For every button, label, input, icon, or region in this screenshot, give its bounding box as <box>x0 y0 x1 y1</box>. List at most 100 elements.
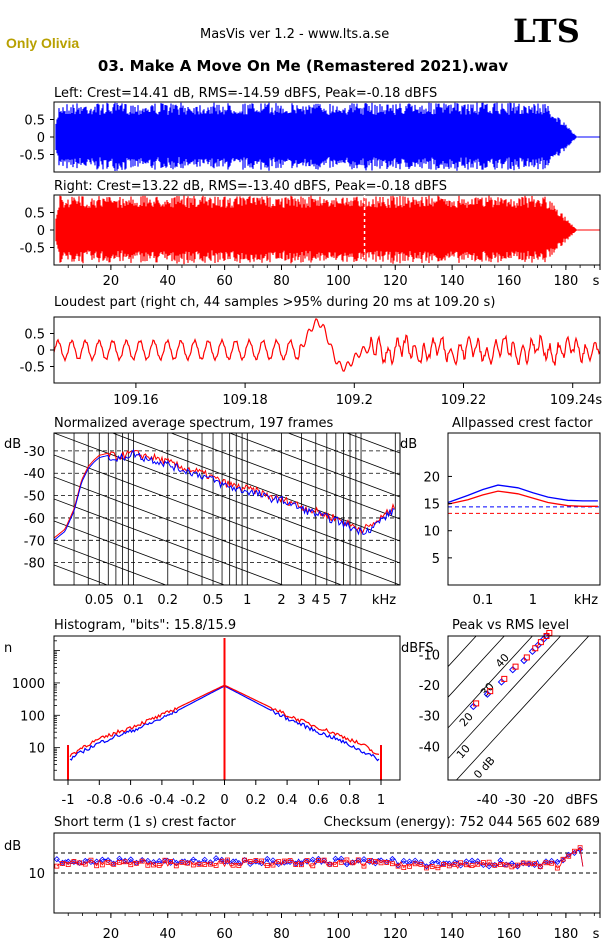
spectrum-diagonals <box>54 433 400 783</box>
crest-series-left <box>447 484 598 504</box>
stc-point-right <box>173 863 179 869</box>
histogram-xtick: 0.2 <box>245 793 266 808</box>
stc-point-right <box>281 858 287 864</box>
stc-xtick: 160 <box>497 927 522 942</box>
stc-point-right <box>270 862 276 868</box>
stc-point-right <box>179 859 185 865</box>
right-waveform-ytick: 0 <box>37 224 45 239</box>
stc-point-right <box>532 861 537 867</box>
stc-point-right <box>424 865 429 871</box>
pvr-diag <box>455 636 590 780</box>
stc-point-right <box>350 860 355 866</box>
crest-ytick: 10 <box>423 525 440 540</box>
waveform-xtick: 20 <box>103 274 120 289</box>
spectrum-diag <box>228 433 400 498</box>
pvr-diag <box>448 636 477 668</box>
stc-point-right <box>498 862 503 867</box>
pvr-diag-label: 20 <box>457 710 476 729</box>
pvr-diag <box>448 636 505 698</box>
spectrum-diag <box>54 498 285 585</box>
stc-ylabel: dB <box>4 839 21 854</box>
spectrum-diag <box>54 653 400 783</box>
histogram-xtick: -0.4 <box>149 793 174 808</box>
stc-point-right <box>486 859 492 865</box>
stc-point-right <box>145 862 151 868</box>
pvr-point-right <box>487 688 494 695</box>
stc-point-right <box>117 859 122 865</box>
crest-series-right <box>447 490 598 507</box>
spectrum-xtick: 0.2 <box>157 593 178 608</box>
loudest-xtick: 109.16 <box>113 393 159 408</box>
histogram-ytick: 10 <box>28 742 45 757</box>
stc-point-left <box>474 858 481 865</box>
stc-xtick: 40 <box>159 927 176 942</box>
stc-point-right <box>554 865 560 871</box>
stc-point-left <box>82 857 89 864</box>
waveform-xtick: 180 <box>553 274 578 289</box>
pvr-diag-label: 40 <box>493 651 512 670</box>
stc-point-right <box>128 862 134 868</box>
loudest-title: Loudest part (right ch, 44 samples >95% … <box>54 295 495 310</box>
artist-name: Only Olivia <box>6 35 80 51</box>
histogram-xtick: -0.6 <box>118 793 143 808</box>
stc-point-right <box>316 857 321 863</box>
crest-xtick: 0.1 <box>473 593 494 608</box>
histogram-ytick: 100 <box>20 709 45 724</box>
stc-point-left <box>53 856 60 863</box>
stc-point-right <box>190 862 196 868</box>
right-waveform-marks <box>55 195 600 265</box>
stc-point-right <box>310 863 316 869</box>
stc-point-right <box>401 865 407 871</box>
stc-point-right <box>105 860 111 865</box>
stc-point-right <box>236 863 242 868</box>
spectrum-ytick: -80 <box>24 557 45 572</box>
stc-point-right <box>395 863 401 869</box>
lts-logo: LTS <box>513 12 580 50</box>
spectrum-xtick: 1 <box>243 593 251 608</box>
stc-point-right <box>333 862 338 867</box>
stc-point-left <box>190 856 197 863</box>
waveform-xtick: s <box>593 274 600 289</box>
stc-point-right <box>196 861 202 867</box>
stc-point-right <box>572 848 577 854</box>
stc-point-right <box>202 862 208 867</box>
stc-point-right <box>71 859 77 864</box>
stc-point-left <box>213 855 220 862</box>
histogram-minor-ticks <box>54 640 60 781</box>
stc-point-right <box>526 860 532 866</box>
crest-ytick: 15 <box>423 498 440 513</box>
stc-point-left <box>429 859 436 866</box>
left-waveform-signal <box>55 102 578 171</box>
stc-point-right <box>492 862 498 868</box>
spectrum-diag <box>54 542 167 585</box>
stc-point-right <box>463 862 469 868</box>
stc-point-right <box>412 861 418 867</box>
stc-point-right <box>88 857 94 863</box>
spectrum-xtick: 4 <box>312 593 320 608</box>
stc-xtick: 180 <box>553 927 578 942</box>
stc-point-left <box>412 857 419 864</box>
stc-point-left <box>434 858 441 865</box>
histogram-xtick: -1 <box>62 793 75 808</box>
loudest-xtick: 109.22 <box>441 393 487 408</box>
stc-point-left <box>207 859 214 866</box>
pvr-diag <box>448 636 533 729</box>
pvr-diagonals <box>448 636 590 780</box>
stc-point-right <box>185 860 191 866</box>
pvr-xlabel: dBFS <box>565 793 598 808</box>
stc-point-left <box>554 858 561 865</box>
stc-point-right <box>503 862 509 868</box>
stc-point-right <box>384 860 390 865</box>
crest-ytick: 20 <box>423 470 440 485</box>
spectrum-diag <box>54 476 343 585</box>
spectrum-ytick: -60 <box>24 512 45 527</box>
stc-point-right <box>168 859 173 864</box>
stc-point-left <box>116 855 123 862</box>
stc-point-right <box>560 856 566 862</box>
spectrum-xtick: 2 <box>277 593 285 608</box>
spectrum-ytick: -40 <box>24 467 45 482</box>
stc-point-right <box>162 857 168 863</box>
stc-point-right <box>452 861 458 867</box>
stc-xtick: 20 <box>103 927 120 942</box>
pvr-xtick: -30 <box>505 793 526 808</box>
